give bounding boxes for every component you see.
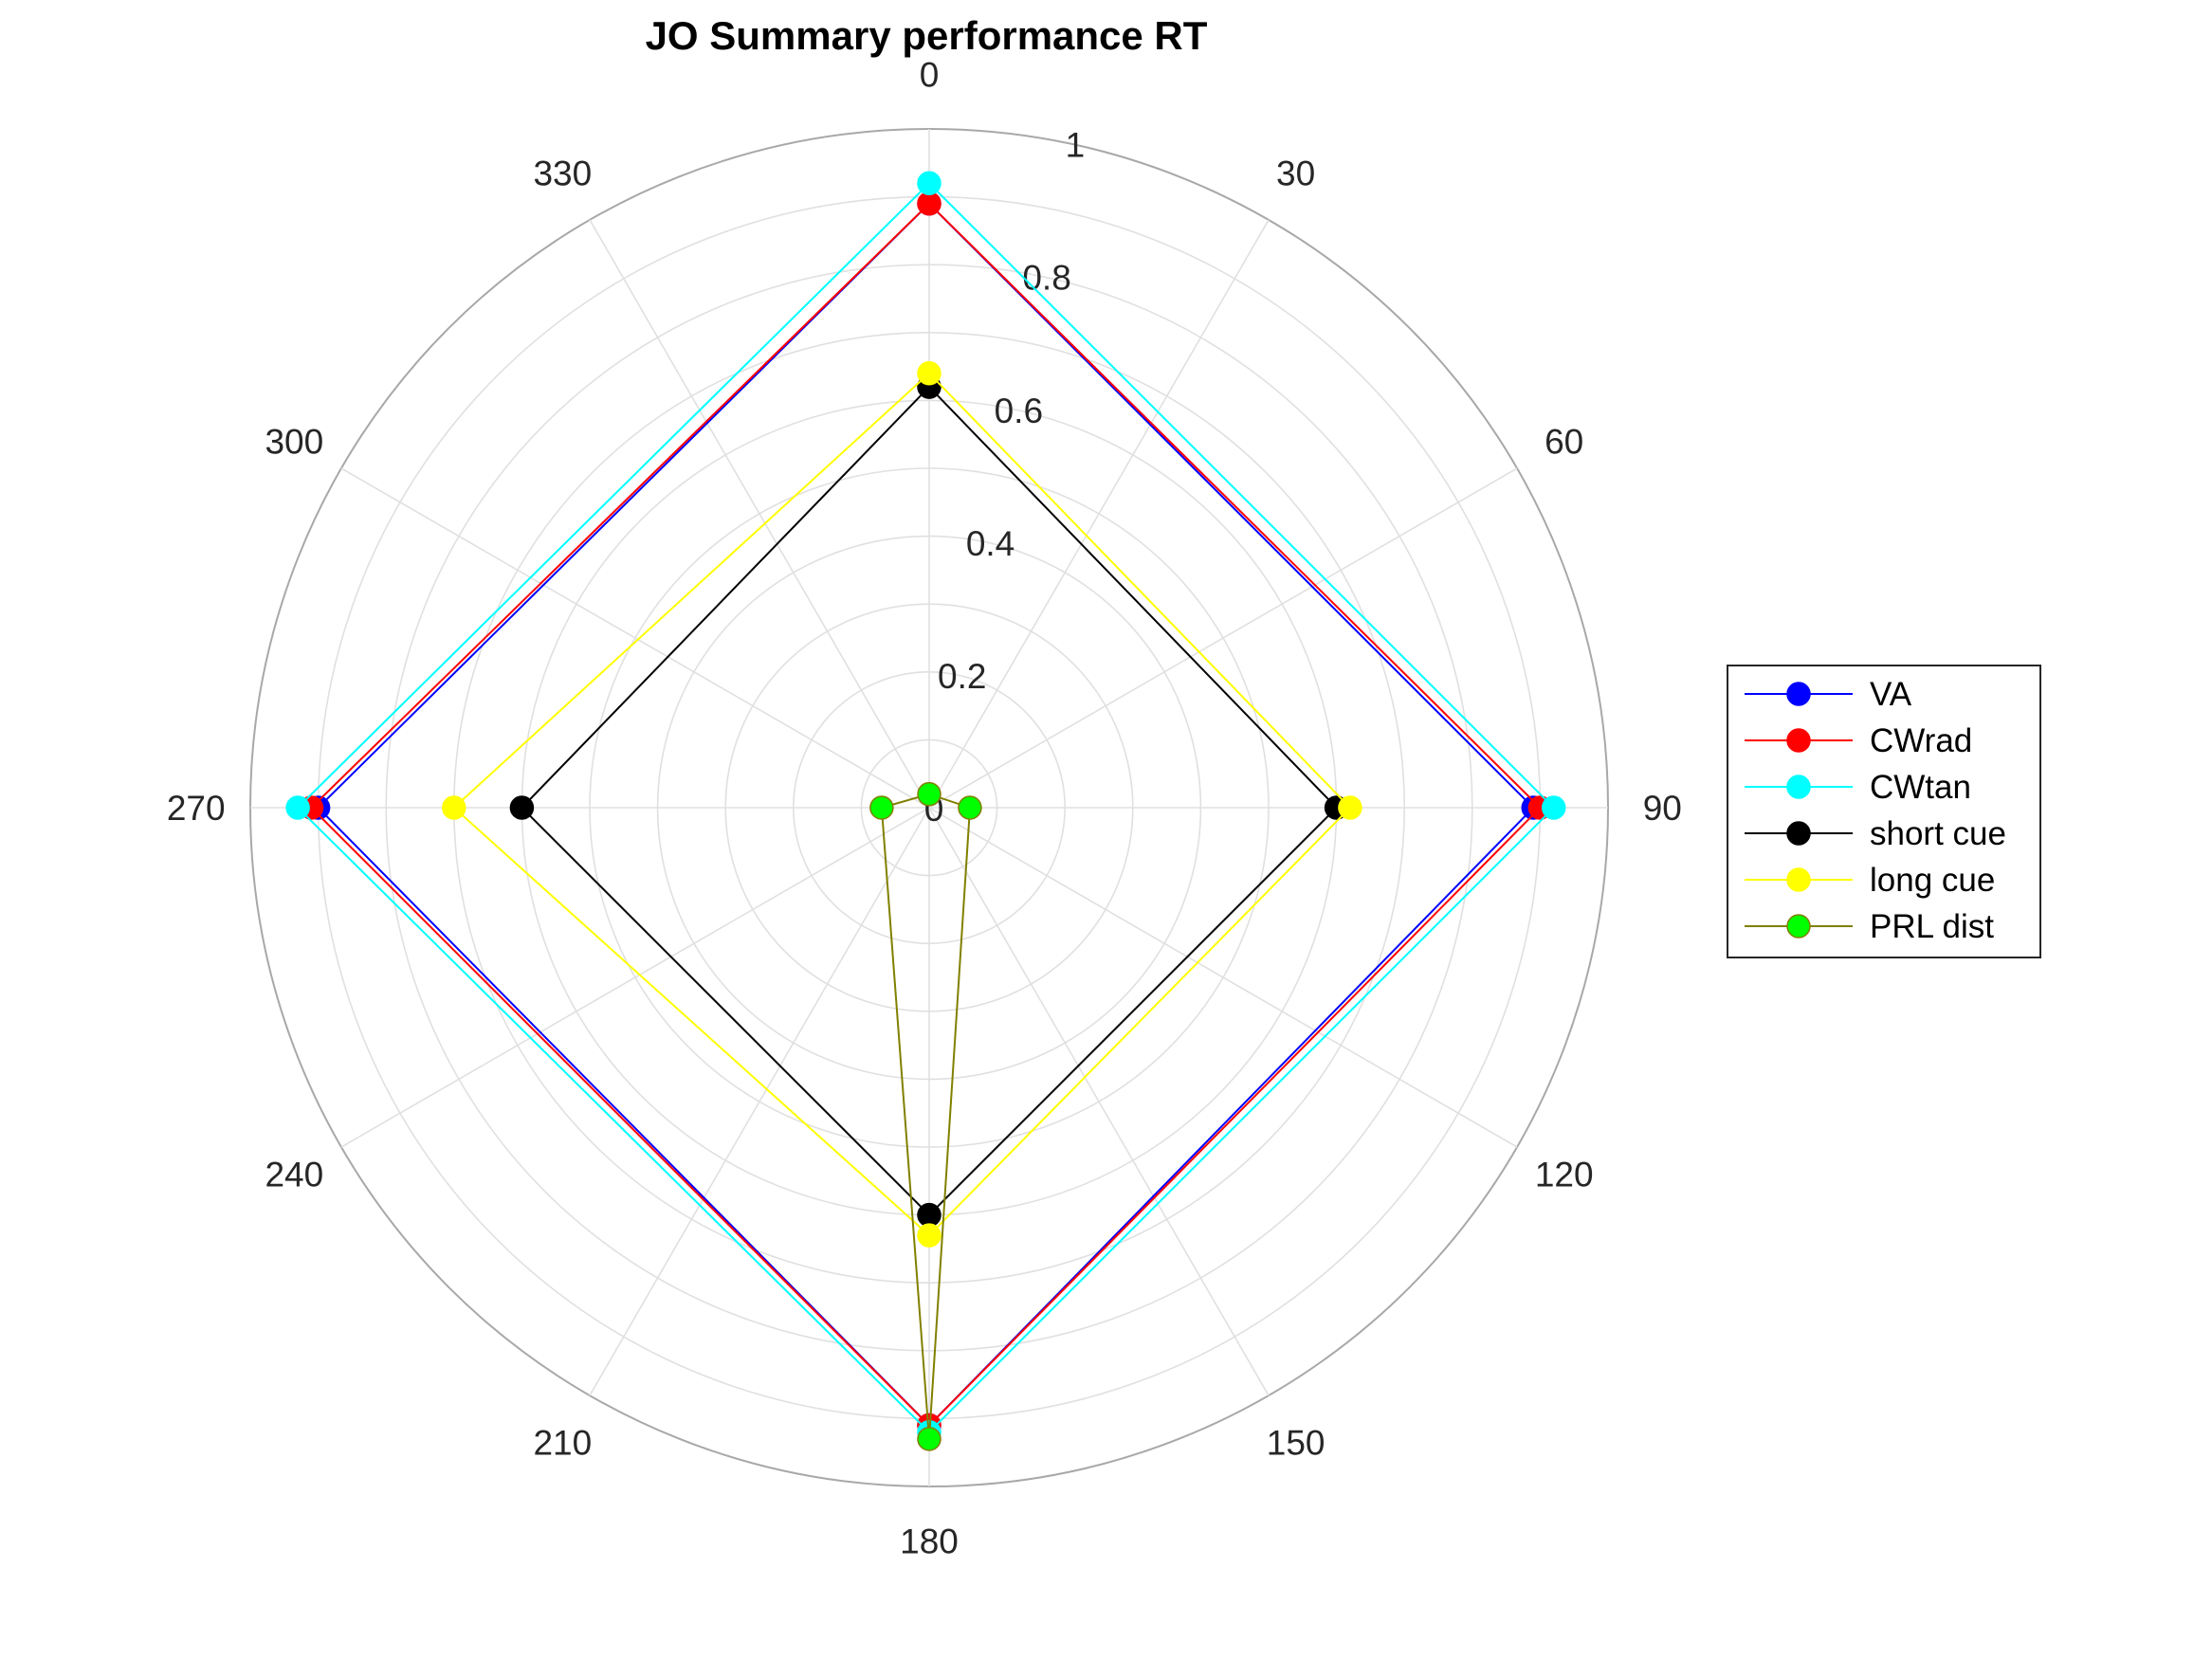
grid-spoke	[928, 807, 1518, 1148]
legend-item-prl-dist: PRL dist	[1745, 908, 1994, 945]
legend-label: long cue	[1870, 862, 1995, 899]
data-point-short-cue	[509, 795, 535, 820]
data-point-long-cue	[442, 795, 466, 820]
series-prl-dist	[869, 781, 982, 1451]
data-point-short-cue	[917, 1202, 941, 1228]
data-point-cwrad	[917, 191, 941, 216]
series-line-long-cue	[452, 372, 1352, 1237]
legend-item-va: VA	[1745, 676, 1912, 713]
theta-tick-label: 90	[1643, 789, 1682, 828]
series-layer	[285, 171, 1566, 1451]
grid-spoke	[589, 219, 930, 809]
legend-item-short-cue: short cue	[1745, 815, 2006, 852]
data-point-prl-dist	[917, 781, 941, 807]
chart-title: JO Summary performance RT	[646, 13, 1208, 58]
legend-marker	[1786, 914, 1811, 939]
legend-marker	[1786, 821, 1811, 846]
radial-tick-labels: 00.20.40.60.81	[924, 126, 1085, 829]
theta-tick-label: 30	[1276, 154, 1315, 192]
legend: VA CWrad CWtan short cue long cue PRL dist	[1727, 665, 2041, 958]
theta-tick-labels: 0 30 60 90 120 150 180 210 240 270 300 330	[167, 56, 1682, 1561]
theta-tick-label: 300	[265, 422, 323, 461]
data-point-prl-dist	[869, 795, 894, 820]
radial-tick-label: 0.2	[938, 657, 986, 696]
theta-tick-label: 120	[1535, 1156, 1594, 1194]
data-point-long-cue	[1338, 795, 1362, 820]
legend-label: CWtan	[1870, 769, 1971, 806]
theta-tick-label: 210	[533, 1424, 592, 1463]
legend-marker	[1786, 775, 1811, 799]
data-point-prl-dist	[917, 1427, 941, 1451]
theta-tick-label: 180	[900, 1522, 959, 1560]
legend-label: PRL dist	[1870, 908, 1994, 945]
radial-tick-label: 1	[1066, 126, 1086, 165]
grid-spoke	[340, 467, 930, 809]
data-point-cwtan	[917, 171, 941, 196]
legend-item-cwtan: CWtan	[1745, 769, 1971, 806]
theta-tick-label: 60	[1545, 422, 1583, 461]
legend-label: CWrad	[1870, 722, 1972, 759]
legend-item-cwrad: CWrad	[1745, 722, 1972, 759]
data-point-prl-dist	[958, 795, 982, 820]
theta-tick-label: 0	[920, 56, 940, 95]
grid-spoke	[589, 807, 930, 1396]
grid-spoke	[340, 807, 930, 1148]
theta-tick-label: 270	[167, 789, 226, 828]
legend-label: short cue	[1870, 815, 2006, 852]
legend-marker	[1786, 867, 1811, 892]
radial-tick-label: 0.4	[966, 524, 1015, 563]
grid-spoke	[928, 467, 1518, 809]
radial-tick-label: 0.8	[1022, 259, 1070, 298]
data-point-cwtan	[1541, 795, 1566, 820]
series-long-cue	[442, 361, 1362, 1248]
data-point-long-cue	[917, 1223, 941, 1248]
theta-tick-label: 150	[1267, 1424, 1325, 1463]
legend-item-long-cue: long cue	[1745, 862, 1995, 899]
theta-tick-label: 240	[265, 1156, 323, 1194]
data-point-cwtan	[285, 795, 310, 820]
grid-spoke	[928, 807, 1270, 1396]
series-line-prl-dist	[880, 793, 972, 1439]
grid-spoke	[928, 219, 1270, 809]
legend-marker	[1786, 682, 1811, 706]
legend-marker	[1786, 728, 1811, 753]
legend-box	[1727, 665, 2041, 958]
legend-label: VA	[1870, 676, 1912, 713]
data-point-long-cue	[917, 361, 941, 386]
radial-tick-label: 0.6	[995, 392, 1043, 430]
theta-tick-label: 330	[533, 154, 592, 192]
